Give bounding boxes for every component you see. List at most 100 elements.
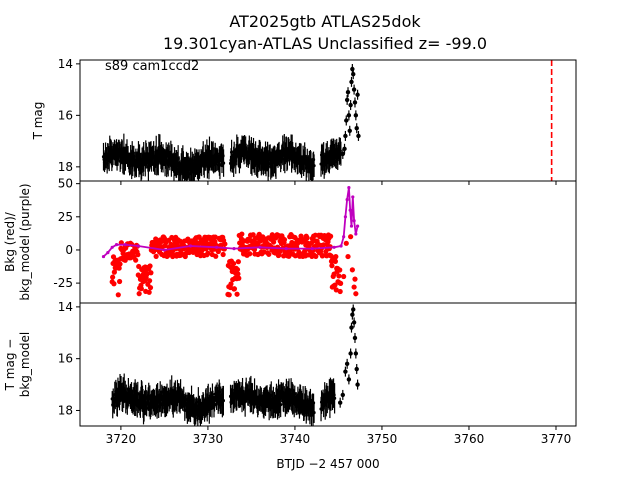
bkg-point: [304, 235, 310, 241]
data-point: [353, 113, 359, 118]
bkg-point: [230, 260, 237, 267]
bkg-point: [153, 253, 159, 259]
y-tick-label: 16: [58, 352, 73, 366]
bkg-model-point: [114, 243, 119, 247]
bkg-point: [320, 252, 326, 259]
bkg-point: [345, 253, 351, 260]
bkg-point: [247, 251, 253, 257]
bkg-model-point: [106, 251, 110, 255]
panel-middle: -25 0 25 50 Bkg (red)/bkg_model (purple): [3, 177, 577, 304]
y-tick-label: 50: [58, 177, 73, 191]
bkg-point: [147, 263, 153, 269]
data-point: [344, 361, 350, 367]
bkg-point: [336, 273, 342, 279]
x-tick-label: 3720: [106, 432, 137, 446]
bkg-point: [333, 287, 339, 293]
bkg-point: [271, 239, 277, 245]
bkg-model-point: [348, 208, 352, 212]
bkg-point: [213, 253, 219, 259]
bkg-model-point: [188, 244, 193, 248]
bkg-point: [116, 265, 122, 271]
bkg-point: [351, 284, 357, 290]
bkg-model-point: [355, 224, 360, 228]
data-point: [348, 102, 353, 108]
data-point: [340, 392, 345, 398]
bkg-point: [234, 291, 240, 297]
bkg-point: [135, 252, 141, 258]
data-point: [350, 312, 355, 317]
bkg-model-point: [162, 248, 167, 252]
bkg-point: [111, 269, 117, 275]
data-point: [349, 79, 354, 85]
bkg-point: [281, 237, 288, 243]
bkg-point: [222, 241, 228, 247]
data-point: [343, 133, 348, 139]
y-axis-label-line2: bkg_model: [18, 332, 32, 398]
bkg-model-point: [232, 247, 236, 251]
bkg-point: [148, 270, 154, 276]
y-tick-label: 18: [58, 403, 73, 417]
bkg-point: [205, 250, 211, 256]
bkg-point: [343, 240, 349, 246]
bkg-point: [332, 258, 338, 264]
data-point: [351, 87, 357, 92]
bkg-point: [341, 273, 347, 280]
bkg-model-point: [352, 219, 356, 223]
panel-frame: [79, 302, 577, 427]
bkg-point: [352, 276, 358, 282]
bkg-model-point: [354, 232, 358, 236]
bkg-point: [144, 271, 150, 277]
bkg-model-point: [123, 243, 127, 247]
data-point: [347, 128, 352, 133]
bkg-point: [147, 285, 154, 291]
bkg-point: [111, 281, 117, 287]
bkg-model-point: [284, 247, 288, 251]
data-point: [333, 396, 337, 400]
y-tick-label: 25: [58, 210, 73, 224]
x-tick-label: 3750: [367, 432, 398, 446]
bkg-point: [115, 292, 121, 298]
data-point: [355, 382, 360, 387]
chart-title-line1: AT2025gtb ATLAS25dok: [229, 12, 421, 31]
y-tick-label: 14: [58, 57, 73, 71]
bkg-model-point: [345, 197, 349, 202]
bkg-point: [353, 291, 359, 297]
y-tick-label: 16: [58, 108, 73, 122]
data-point: [344, 97, 350, 103]
data-point: [346, 377, 352, 382]
x-tick-label: 3740: [280, 432, 311, 446]
bkg-model-point: [332, 245, 336, 249]
bkg-point: [313, 253, 319, 259]
bkg-point: [133, 257, 139, 263]
y-tick-label: 14: [58, 300, 73, 314]
data-point: [355, 92, 360, 97]
bkg-point: [338, 280, 344, 286]
bkg-point: [117, 261, 123, 267]
x-tick-label: 3770: [541, 432, 572, 446]
plot-area: [101, 186, 360, 298]
bkg-model-point: [310, 247, 314, 251]
bkg-model-point: [351, 195, 355, 199]
bkg-model-point: [136, 244, 140, 248]
bkg-point: [301, 249, 308, 255]
bkg-point: [235, 271, 241, 277]
bkg-point: [231, 286, 238, 292]
data-point: [346, 113, 352, 118]
panel-bottom: 14 16 18 3720 3730 3740 3750 3760 3770 T mag − bkg…: [3, 300, 577, 446]
y-axis-label: T mag: [31, 102, 45, 141]
bkg-point: [348, 234, 354, 240]
data-point: [351, 307, 356, 312]
data-point: [351, 71, 356, 77]
data-point: [348, 351, 353, 356]
data-point: [356, 133, 361, 139]
bkg-point: [329, 263, 335, 269]
data-point: [279, 403, 283, 407]
data-point: [345, 89, 351, 95]
bkg-point: [337, 267, 343, 273]
x-axis-label: BTJD −2 457 000: [276, 457, 379, 471]
chart-title-line2: 19.301cyan-ATLAS Unclassified z= -99.0: [163, 34, 487, 53]
bkg-point: [226, 292, 232, 298]
y-tick-label: 18: [58, 160, 73, 174]
data-point: [349, 325, 354, 330]
data-point: [354, 366, 359, 372]
